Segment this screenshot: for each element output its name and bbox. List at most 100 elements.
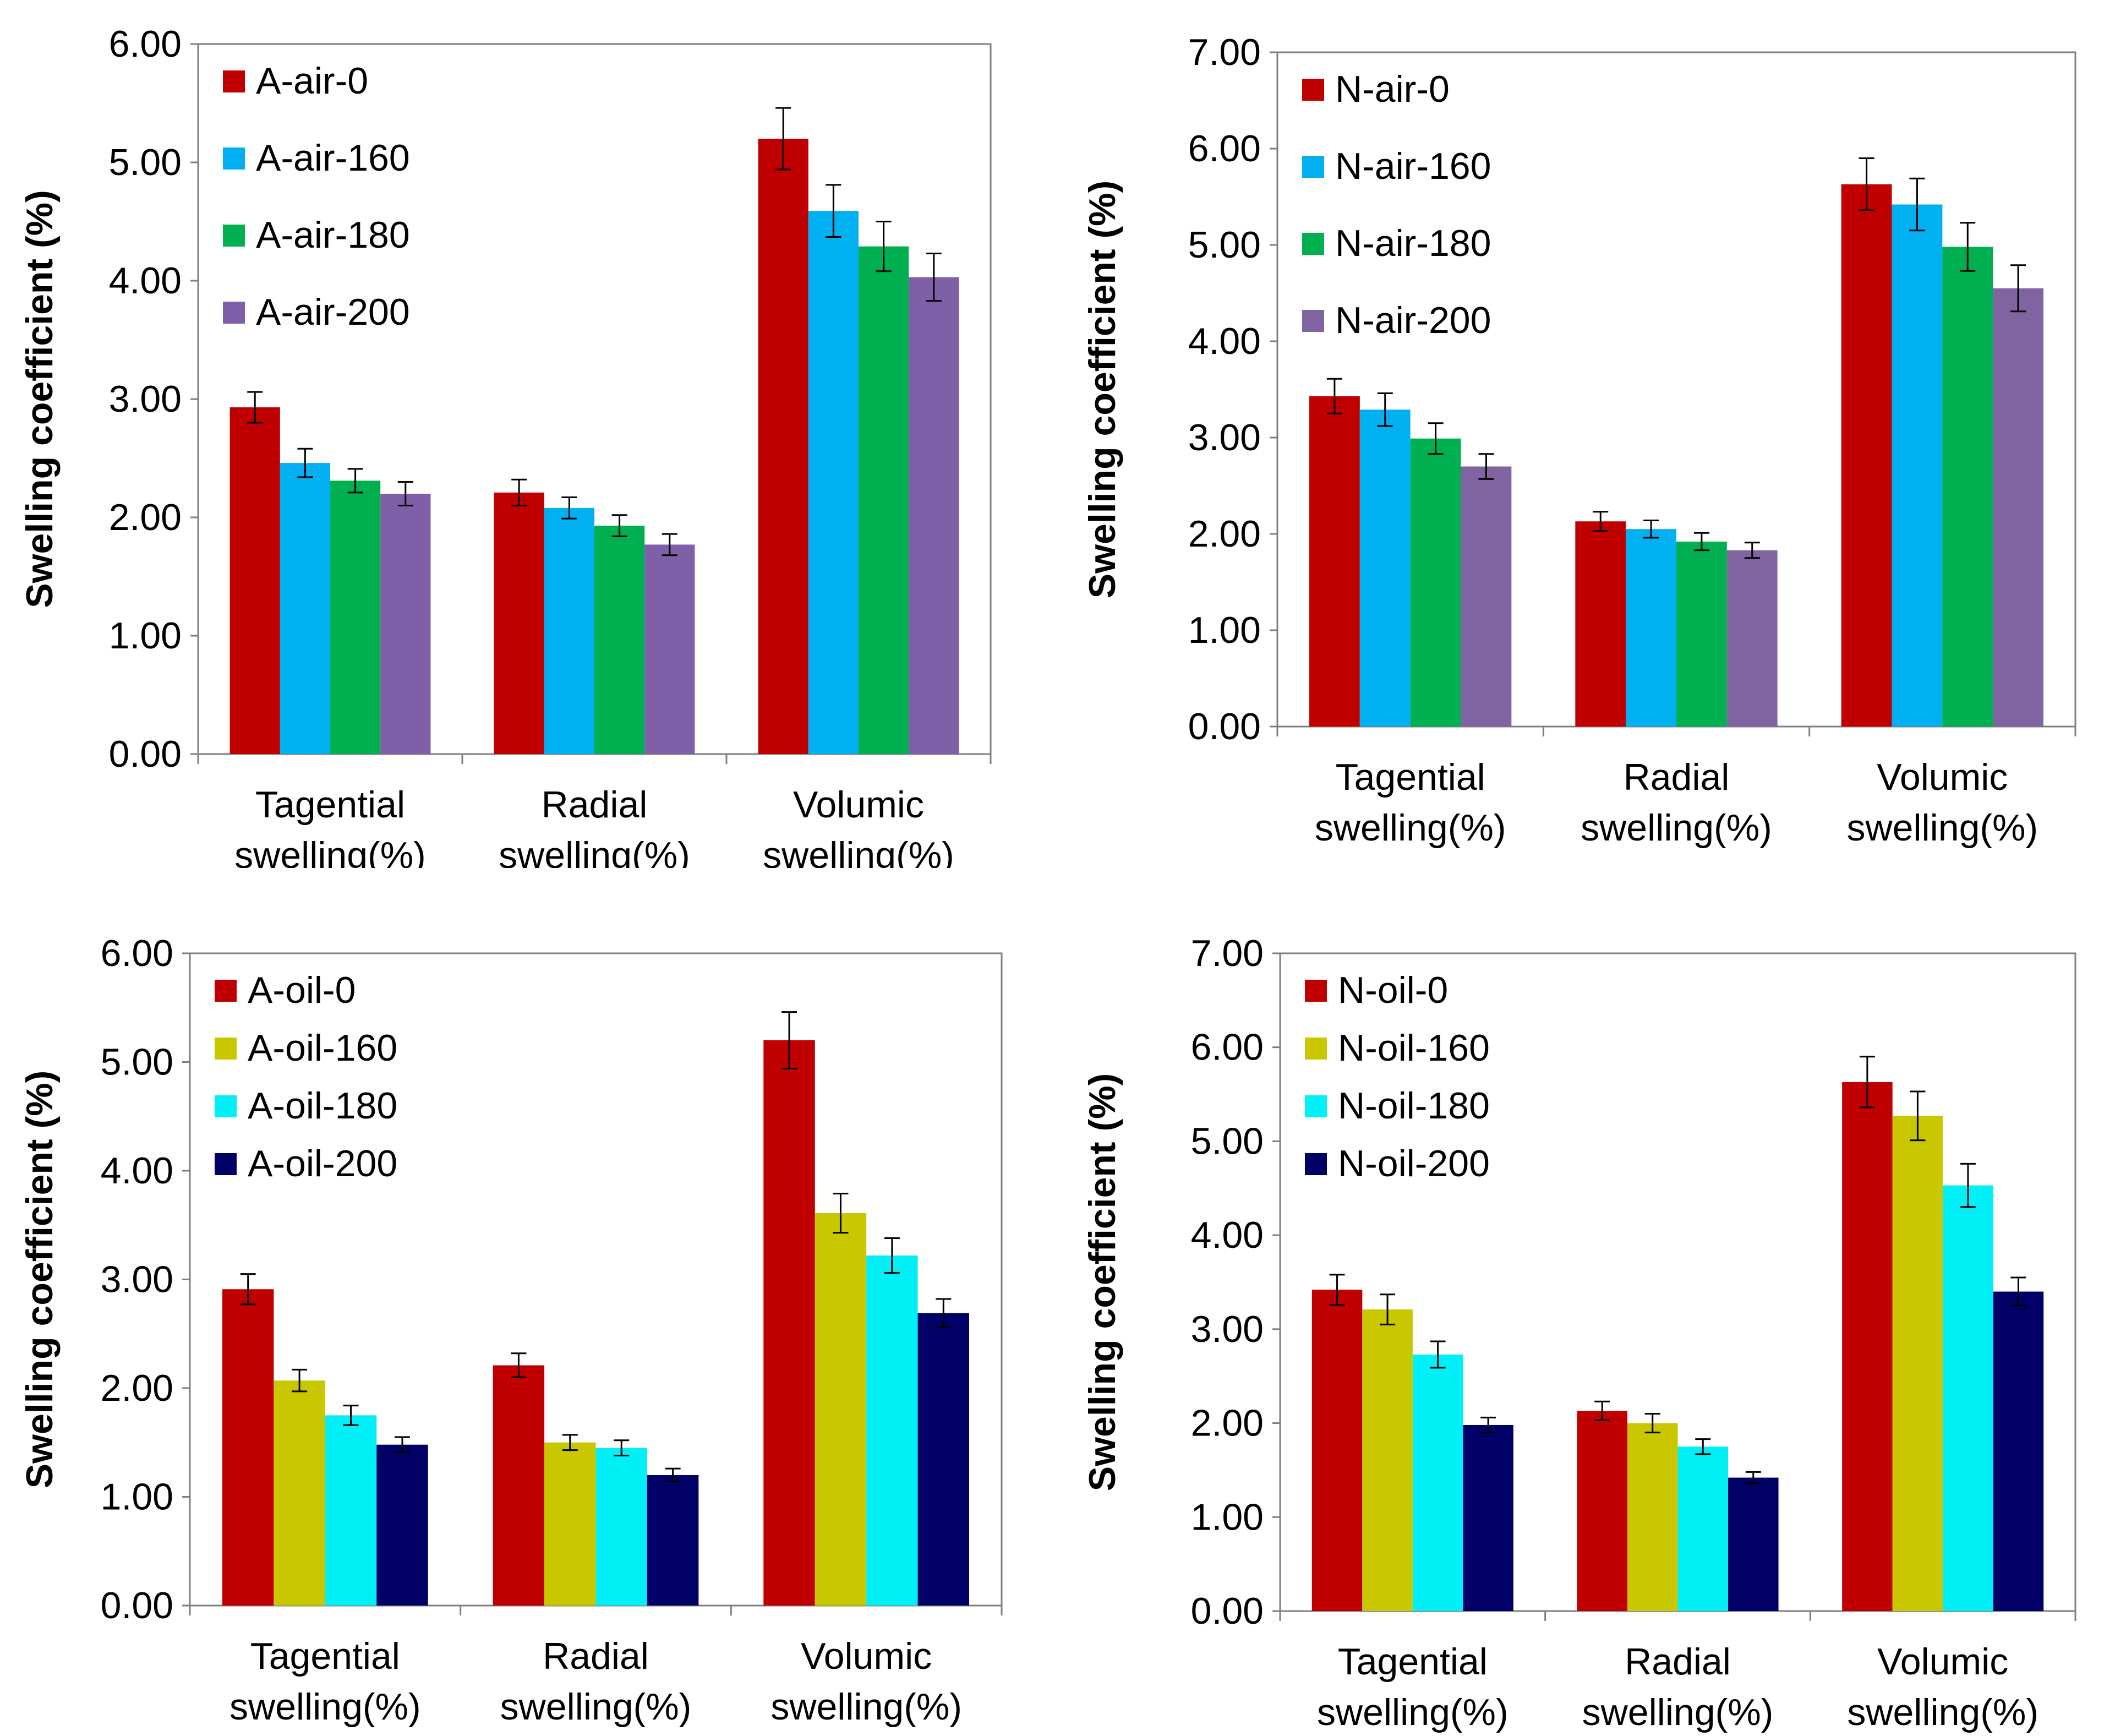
legend-swatch (215, 1153, 237, 1175)
y-tick-label: 0.00 (1188, 706, 1261, 747)
bar (274, 1380, 325, 1606)
legend-label: A-air-200 (256, 291, 410, 333)
bar (1362, 1309, 1413, 1611)
x-tick-label: Volumic (793, 784, 924, 826)
bar (1993, 288, 2043, 727)
bar (1627, 1423, 1678, 1611)
legend-label: A-oil-0 (248, 969, 356, 1011)
legend-label: A-oil-160 (248, 1027, 397, 1069)
bar (1311, 1290, 1363, 1611)
x-tick-label: swelling(%) (1317, 1691, 1509, 1733)
chart-top-right: 0.00 1.00 2.00 3.00 4.00 5.00 6.00 7.00 Swelling… (1081, 31, 2076, 849)
bar (1577, 1411, 1627, 1611)
y-tick-label: 1.00 (1191, 1496, 1264, 1538)
bar (644, 544, 695, 754)
bar (544, 1442, 596, 1606)
legend-swatch (1305, 1095, 1327, 1117)
bar (1677, 1446, 1729, 1611)
bar (917, 1313, 969, 1606)
y-tick-label: 4.00 (109, 260, 182, 302)
bar (1359, 410, 1411, 727)
legend-label: N-air-200 (1335, 299, 1491, 341)
x-tick-label: swelling(%) (763, 834, 954, 868)
bar (380, 494, 431, 754)
legend-swatch (1302, 233, 1324, 255)
bar (544, 507, 594, 754)
y-axis-label: Swelling coefficient (%) (19, 1071, 61, 1488)
chart-bottom-right: 0.00 1.00 2.00 3.00 4.00 5.00 6.00 7.00 Swelling… (1081, 932, 2076, 1733)
legend-label: N-air-160 (1335, 145, 1491, 187)
y-tick-label: 6.00 (101, 932, 173, 974)
bar (1892, 1116, 1943, 1611)
y-tick-label: 0.00 (109, 733, 182, 775)
legend-swatch (215, 1095, 237, 1117)
bar (647, 1475, 699, 1606)
bar (330, 481, 381, 754)
legend-swatch (215, 1038, 237, 1060)
legend-label: A-oil-180 (248, 1085, 397, 1127)
bar (280, 463, 330, 754)
legend-swatch (1305, 1038, 1327, 1060)
y-tick-label: 3.00 (1188, 417, 1261, 458)
bar (1943, 1185, 1993, 1611)
x-tick-label: Tagential (250, 1635, 400, 1677)
x-tick-label: Tagential (1338, 1641, 1488, 1683)
legend-label: N-air-180 (1335, 222, 1491, 264)
y-axis-label: Swelling coefficient (%) (1081, 1073, 1123, 1491)
bar (376, 1444, 428, 1606)
x-tick-label: Tagential (255, 784, 405, 826)
legend-swatch (1302, 156, 1324, 178)
y-tick-label: 2.00 (101, 1367, 173, 1409)
bar (1309, 396, 1360, 727)
bar (1892, 204, 1943, 727)
y-tick-label: 6.00 (1188, 128, 1261, 170)
bar (494, 492, 544, 754)
bar (1993, 1291, 2044, 1611)
legend-swatch (1305, 1153, 1327, 1175)
legend-swatch (223, 302, 245, 324)
y-axis-label: Swelling coefficient (%) (1081, 181, 1123, 598)
bar (1842, 1082, 1893, 1611)
x-tick-label: Radial (1625, 1641, 1731, 1683)
y-tick-label: 1.00 (101, 1476, 173, 1518)
y-tick-label: 0.00 (1191, 1590, 1264, 1632)
y-tick-label: 6.00 (109, 23, 182, 65)
legend-label: A-air-180 (256, 214, 410, 256)
y-tick-label: 5.00 (1188, 224, 1261, 266)
legend-swatch (223, 225, 245, 247)
bar (595, 1448, 647, 1606)
bar (1412, 1354, 1463, 1611)
bar (1676, 542, 1727, 727)
chart-bottom-left: 0.00 1.00 2.00 3.00 4.00 5.00 6.00 Swelling coe… (19, 932, 1003, 1728)
y-tick-label: 6.00 (1191, 1027, 1264, 1068)
x-tick-label: Radial (1624, 756, 1730, 798)
legend-label: N-oil-160 (1338, 1027, 1490, 1069)
bar (808, 211, 859, 754)
legend-label: N-oil-200 (1338, 1143, 1490, 1184)
bar (866, 1255, 918, 1606)
bar (1841, 184, 1892, 727)
bar (1575, 521, 1626, 727)
bar (222, 1289, 274, 1606)
y-tick-label: 2.00 (1191, 1402, 1264, 1444)
y-tick-label: 5.00 (109, 141, 182, 183)
y-tick-label: 5.00 (101, 1041, 173, 1083)
x-tick-label: Volumic (1877, 1641, 2008, 1683)
legend-swatch (215, 980, 237, 1002)
y-axis-label: Swelling coefficient (%) (19, 190, 61, 608)
legend-swatch (223, 70, 245, 92)
bar (594, 526, 645, 754)
y-tick-label: 7.00 (1191, 932, 1264, 974)
bar (1463, 1424, 1513, 1611)
y-tick-label: 4.00 (1188, 320, 1261, 362)
y-tick-label: 3.00 (1191, 1308, 1264, 1350)
bar (1461, 466, 1512, 727)
legend-label: A-oil-200 (248, 1143, 397, 1184)
y-tick-label: 4.00 (1191, 1214, 1264, 1256)
x-tick-label: swelling(%) (1847, 807, 2038, 849)
x-tick-label: swelling(%) (500, 1686, 692, 1728)
y-tick-label: 0.00 (101, 1585, 173, 1626)
x-tick-label: Tagential (1336, 756, 1485, 798)
x-tick-label: Radial (543, 1635, 649, 1677)
